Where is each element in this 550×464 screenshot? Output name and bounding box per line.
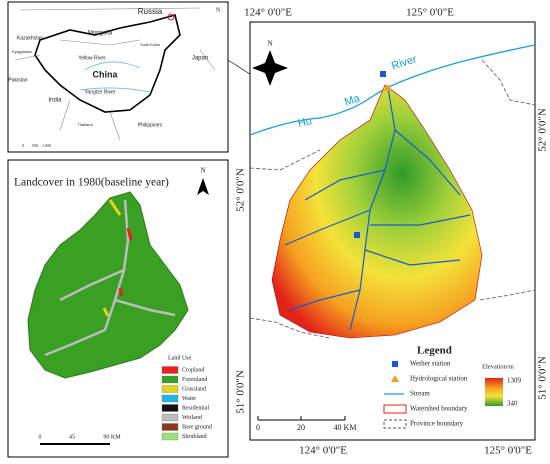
inset-scale: 0	[22, 143, 24, 148]
north-compass	[252, 50, 288, 86]
landcover-scale: 45	[69, 434, 75, 440]
landuse-swatch	[161, 423, 179, 431]
inset-scale: 1,000	[42, 143, 51, 149]
inset-label: Yangtze River	[84, 89, 115, 95]
weather-station	[354, 232, 360, 238]
elevation-max: 1309	[507, 377, 522, 385]
landuse-legend-label: Grassland	[182, 386, 206, 392]
study-legend-label: Wether station	[410, 360, 451, 368]
left-coord-label: 51° 0'0"N	[235, 370, 247, 414]
cropland-patches	[118, 227, 133, 297]
landuse-swatch	[161, 404, 179, 412]
study-scale-bar	[257, 416, 346, 421]
left-coord-label: 52° 0'0"N	[235, 168, 247, 212]
study-scale: 0	[256, 423, 260, 432]
landcover-north: N	[200, 167, 205, 175]
inset-label: Yellow River	[78, 55, 106, 61]
elevation-bar	[485, 378, 503, 406]
study-legend-label: Stream	[410, 390, 430, 398]
legend-symbol	[391, 375, 399, 382]
top-coord-label: 125° 0'0"E	[406, 7, 454, 19]
landcover-scale: 0	[39, 434, 42, 440]
province-boundaries	[249, 59, 536, 339]
elevation-title: Elevation/m	[482, 363, 514, 370]
inset-rivers	[79, 61, 151, 93]
inset-label: Thailand	[77, 122, 92, 127]
inset-label: China	[92, 69, 118, 79]
elevation-min: 340	[507, 400, 518, 408]
streams	[284, 87, 471, 331]
landcover-scale: 90 KM	[103, 434, 121, 440]
study-legend-label: Hydrological station	[410, 375, 468, 383]
landuse-legend-title: Land Use	[168, 355, 191, 361]
right-coord-label: 52° 0'0"N	[537, 108, 549, 152]
landuse-legend-label: Cropland	[182, 367, 204, 373]
inset-label: Japan	[192, 56, 208, 62]
landuse-legend-label: Shrubland	[182, 434, 207, 440]
landuse-swatch	[161, 413, 179, 422]
landuse-legend-label: Wetland	[182, 415, 202, 421]
inset-label: India	[48, 98, 62, 104]
legend-symbol	[383, 404, 407, 414]
study-north: N	[267, 40, 272, 48]
bottom-coord-label: 125° 0'0"E	[484, 445, 532, 457]
inset-scale: 500	[32, 143, 38, 148]
legend-symbol	[392, 361, 398, 367]
right-coord-label: 51° 0'0"N	[537, 356, 549, 400]
landuse-legend-label: Forestland	[182, 377, 207, 383]
inset-label: Pakistan	[8, 77, 27, 83]
landcover-title: Landcover in 1980(baseline year)	[14, 177, 169, 189]
study-legend-label: Watershed boundary	[410, 405, 468, 413]
inset-label: South Korea	[140, 43, 160, 47]
hydrological-station	[384, 84, 392, 91]
inset-label: Kyrgyzstan	[12, 49, 32, 54]
landuse-swatch	[161, 432, 179, 441]
watershed-elevation	[271, 84, 483, 339]
study-location	[167, 13, 175, 21]
study-legend-label: Province boundary	[410, 420, 464, 428]
study-scale: 20	[297, 423, 305, 432]
weather-station	[380, 71, 386, 77]
country-borders	[14, 7, 216, 141]
inset-label: Philippines	[138, 122, 163, 128]
wetland-corridors	[44, 199, 176, 357]
inset-label: Mongolia	[88, 31, 113, 37]
north-arrow	[197, 178, 209, 195]
landuse-swatch	[161, 394, 179, 403]
inset-label: Kazakhstan	[17, 35, 43, 41]
china-outline	[34, 14, 181, 113]
river-label: Ma	[343, 92, 362, 108]
inset-label: Russia	[138, 7, 163, 16]
landuse-swatch	[161, 375, 179, 384]
landuse-legend-label: Bare ground	[182, 424, 212, 430]
landuse-swatch	[161, 366, 179, 374]
landuse-swatch	[161, 385, 179, 393]
river-label: Hu	[297, 115, 313, 130]
inset-north: N	[216, 7, 221, 13]
top-coord-label: 124° 0'0"E	[244, 7, 292, 19]
study-scale: 40 KM	[334, 423, 357, 432]
grassland-patches	[102, 199, 122, 317]
landuse-legend-label: Water	[182, 396, 196, 402]
legend-title: Legend	[417, 345, 452, 357]
legend-symbol	[383, 419, 407, 429]
bottom-coord-label: 124° 0'0"E	[299, 445, 347, 457]
landuse-legend-label: Residential	[182, 405, 209, 411]
landcover-area	[27, 191, 189, 379]
